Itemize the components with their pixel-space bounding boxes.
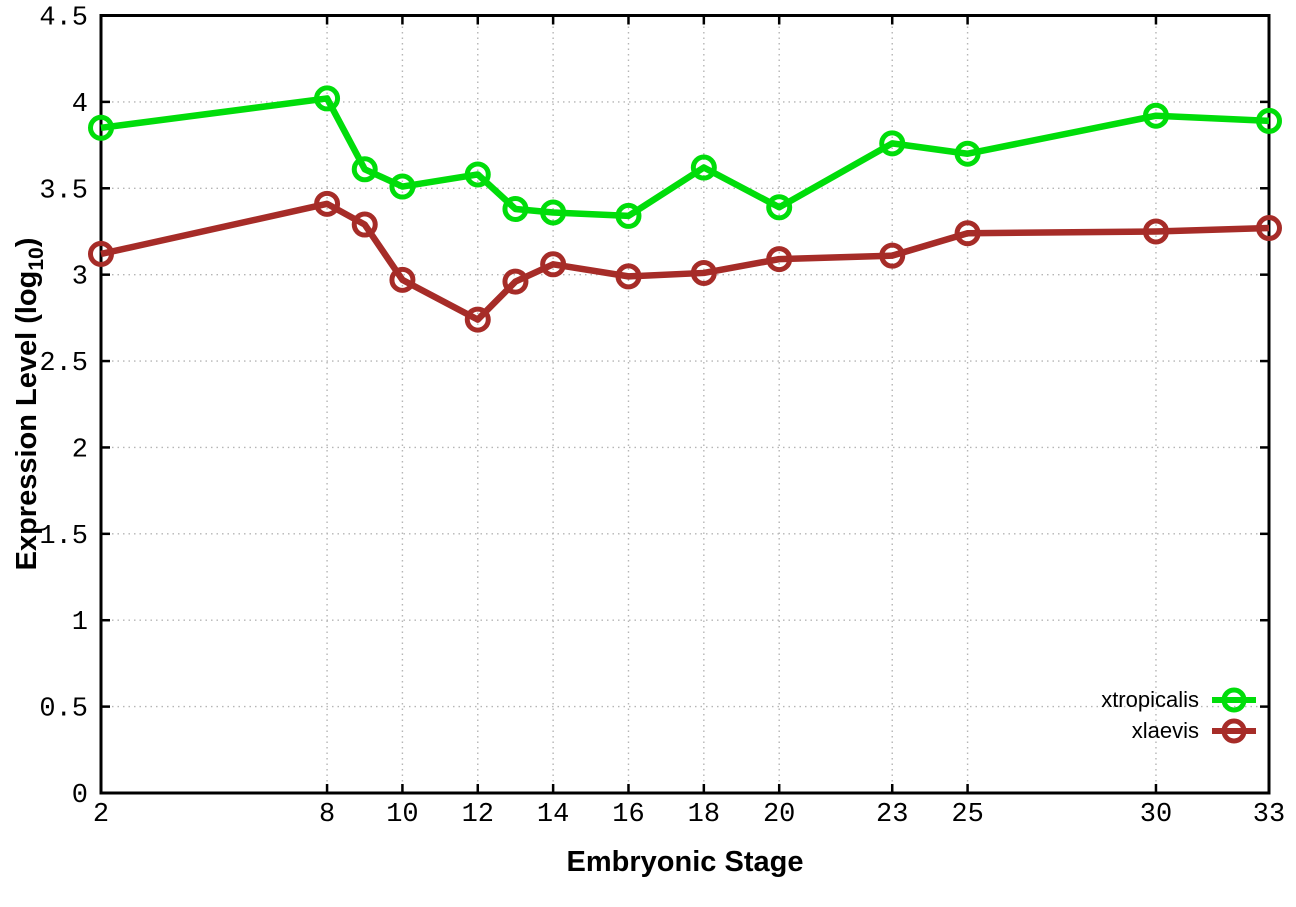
data-point-xlaevis bbox=[879, 242, 906, 269]
y-tick-label: 1.5 bbox=[39, 522, 88, 552]
data-point-xlaevis bbox=[351, 211, 378, 238]
data-point-xtropicalis bbox=[502, 196, 529, 223]
legend-item-xtropicalis: xtropicalis bbox=[1101, 684, 1257, 715]
legend-sample-xtropicalis-icon bbox=[1212, 687, 1256, 712]
x-tick-label: 14 bbox=[537, 800, 569, 830]
y-axis-title-suffix: ) bbox=[11, 237, 43, 248]
data-point-xlaevis bbox=[389, 266, 416, 293]
data-point-xtropicalis bbox=[954, 140, 981, 167]
plot-border bbox=[99, 14, 1271, 795]
data-point-xtropicalis bbox=[88, 114, 114, 141]
x-tick-label: 12 bbox=[462, 800, 494, 830]
legend-label-xtropicalis: xtropicalis bbox=[1101, 686, 1199, 712]
y-axis-title-subscript: 10 bbox=[24, 247, 48, 271]
y-tick-label: 3.5 bbox=[39, 176, 88, 206]
data-point-xtropicalis bbox=[1142, 102, 1169, 129]
data-point-xtropicalis bbox=[879, 130, 906, 157]
y-axis-title: Expression Level (log10) bbox=[7, 104, 48, 704]
data-point-xlaevis bbox=[540, 251, 567, 278]
legend-sample-xlaevis-icon bbox=[1212, 718, 1256, 743]
data-point-xtropicalis bbox=[766, 194, 793, 221]
x-tick-label: 10 bbox=[386, 800, 418, 830]
y-tick-label: 2.5 bbox=[39, 349, 88, 379]
x-tick-label: 2 bbox=[93, 800, 109, 830]
data-point-xtropicalis bbox=[540, 199, 567, 226]
x-tick-label: 8 bbox=[319, 800, 335, 830]
x-tick-label: 23 bbox=[876, 800, 908, 830]
data-point-xtropicalis bbox=[615, 202, 642, 229]
data-point-xtropicalis bbox=[351, 156, 378, 183]
y-axis-title-text: Expression Level (log bbox=[11, 270, 43, 571]
data-point-xtropicalis bbox=[690, 154, 717, 181]
y-tick-label: 3 bbox=[72, 263, 88, 293]
data-point-xlaevis bbox=[954, 220, 981, 247]
x-tick-label: 25 bbox=[951, 800, 983, 830]
data-point-xlaevis bbox=[88, 240, 114, 267]
data-point-xlaevis bbox=[502, 268, 529, 295]
data-point-xlaevis bbox=[464, 306, 491, 333]
data-point-xtropicalis bbox=[1256, 107, 1282, 134]
y-tick-label: 4.5 bbox=[39, 4, 88, 34]
data-point-xlaevis bbox=[1256, 215, 1282, 242]
data-point-xtropicalis bbox=[389, 173, 416, 200]
y-tick-label: 0 bbox=[72, 781, 88, 811]
y-tick-label: 4 bbox=[72, 90, 88, 120]
x-axis-title: Embryonic Stage bbox=[566, 846, 804, 878]
data-point-xlaevis bbox=[690, 259, 717, 286]
y-tick-label: 1 bbox=[72, 608, 88, 638]
data-point-xlaevis bbox=[1142, 218, 1169, 245]
data-point-xtropicalis bbox=[464, 161, 491, 188]
legend-item-xlaevis: xlaevis bbox=[1101, 715, 1257, 746]
legend-sample-marker bbox=[1221, 687, 1247, 712]
x-tick-label: 30 bbox=[1140, 800, 1172, 830]
series-line-xlaevis bbox=[100, 200, 1270, 323]
data-point-xlaevis bbox=[314, 190, 341, 217]
legend-sample-marker bbox=[1221, 718, 1247, 743]
y-tick-label: 2 bbox=[72, 435, 88, 465]
x-tick-label: 16 bbox=[612, 800, 644, 830]
y-tick-label: 0.5 bbox=[39, 695, 88, 725]
legend-label-xlaevis: xlaevis bbox=[1131, 717, 1199, 743]
x-tick-label: 20 bbox=[763, 800, 795, 830]
data-point-xlaevis bbox=[766, 246, 793, 273]
data-point-xlaevis bbox=[615, 263, 642, 290]
series-line-xtropicalis bbox=[100, 95, 1270, 220]
chart-legend: xtropicalis xlaevis bbox=[1101, 684, 1257, 746]
x-tick-label: 33 bbox=[1253, 800, 1285, 830]
x-tick-label: 18 bbox=[688, 800, 720, 830]
data-point-xtropicalis bbox=[314, 85, 341, 112]
